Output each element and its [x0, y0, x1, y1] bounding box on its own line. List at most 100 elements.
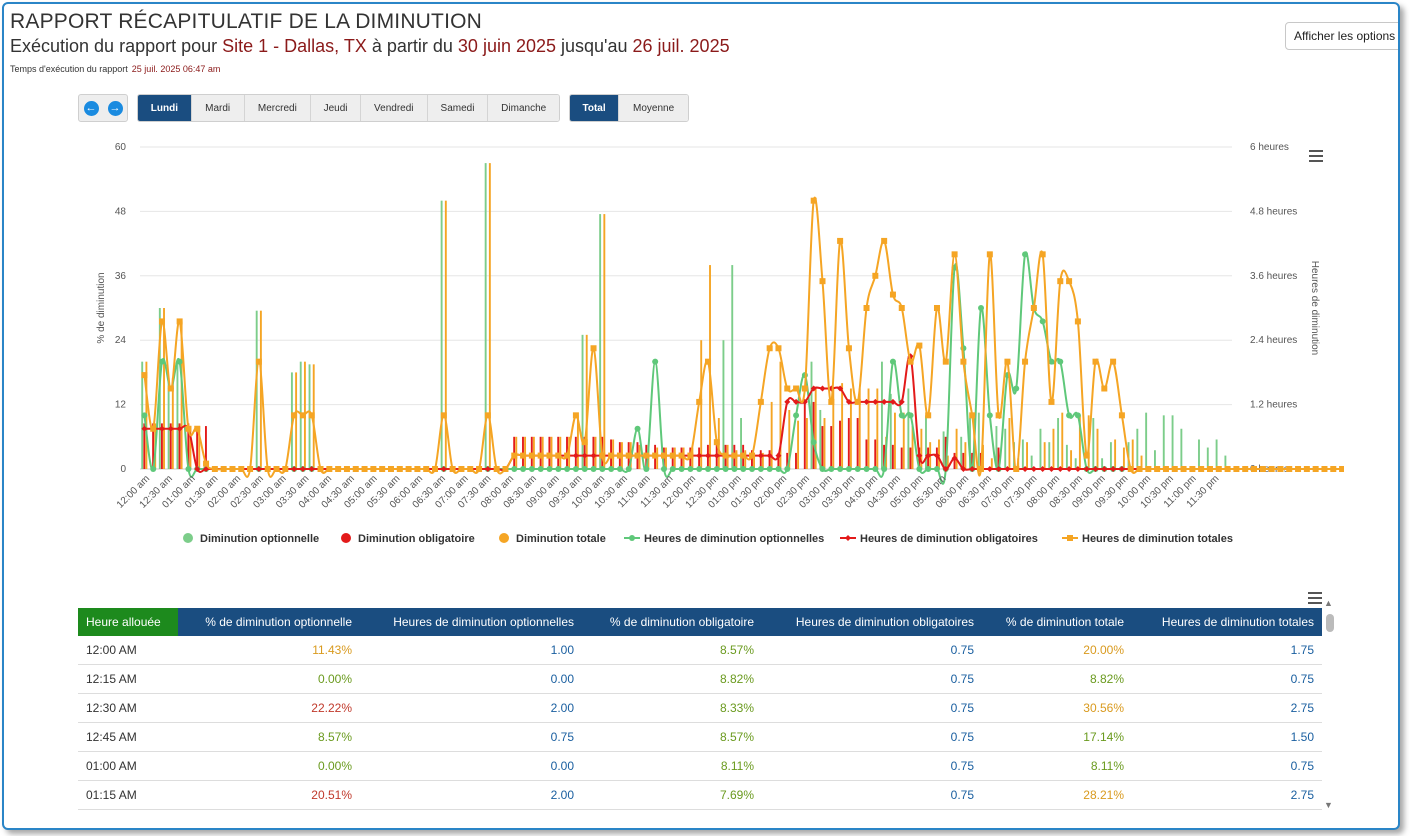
marker-heures-de-diminution-totales	[625, 452, 632, 459]
tab-mode-total[interactable]: Total	[570, 95, 620, 121]
tab-day-dimanche[interactable]: Dimanche	[488, 95, 559, 121]
bar-diminution-obligatoire	[759, 450, 762, 469]
tab-day-lundi[interactable]: Lundi	[138, 95, 192, 121]
bar-diminution-optionnelle	[167, 377, 170, 469]
marker-heures-de-diminution-totales	[555, 452, 562, 459]
bar-diminution-obligatoire	[839, 420, 841, 469]
bar-diminution-obligatoire	[856, 418, 859, 469]
tab-mode-moyenne[interactable]: Moyenne	[619, 95, 688, 121]
bar-diminution-totale	[163, 308, 165, 469]
bar-diminution-optionnelle	[740, 418, 742, 469]
bar-diminution-optionnelle	[1154, 450, 1156, 469]
bar-diminution-totale	[858, 388, 861, 469]
bar-diminution-obligatoire	[821, 426, 824, 469]
bar-diminution-totale	[920, 428, 923, 469]
marker-heures-de-diminution-optionnelles	[986, 412, 993, 419]
bar-diminution-totale	[1114, 439, 1117, 469]
marker-heures-de-diminution-optionnelles	[749, 466, 756, 472]
table-cell: 2.00	[360, 780, 582, 810]
column-header[interactable]: % de diminution totale	[982, 608, 1132, 636]
marker-heures-de-diminution-totales	[1321, 466, 1328, 472]
table-menu-icon[interactable]	[1308, 592, 1322, 604]
scroll-thumb[interactable]	[1326, 614, 1334, 632]
marker-heures-de-diminution-optionnelles	[845, 466, 852, 472]
marker-heures-de-diminution-totales	[581, 439, 588, 446]
marker-heures-de-diminution-totales	[881, 237, 888, 244]
previous-arrow-icon[interactable]: ←	[83, 100, 99, 116]
table-cell: 12:00 AM	[78, 636, 178, 665]
marker-heures-de-diminution-totales	[1066, 278, 1073, 285]
bar-diminution-obligatoire	[944, 436, 947, 469]
bar-diminution-totale	[814, 388, 817, 469]
bar-diminution-obligatoire	[178, 423, 181, 469]
marker-heures-de-diminution-totales	[889, 291, 896, 298]
tab-day-mardi[interactable]: Mardi	[191, 95, 245, 121]
bar-diminution-obligatoire	[205, 426, 207, 469]
column-header[interactable]: Heures de diminution obligatoires	[762, 608, 982, 636]
end-date: 26 juil. 2025	[632, 36, 730, 56]
column-header[interactable]: Heures de diminution totales	[1132, 608, 1322, 636]
marker-heures-de-diminution-optionnelles	[775, 466, 782, 472]
legend-diminution-totale: Diminution totale	[516, 533, 606, 545]
column-header[interactable]: % de diminution obligatoire	[582, 608, 762, 636]
marker-heures-de-diminution-totales	[167, 385, 174, 392]
table-cell: 22.22%	[178, 693, 360, 723]
marker-heures-de-diminution-optionnelles	[616, 466, 623, 472]
bar-diminution-totale	[180, 321, 183, 469]
legend-heures-de-diminution-obligatoires-icon	[845, 535, 851, 541]
scroll-up-icon[interactable]: ▲	[1324, 598, 1333, 608]
bar-diminution-optionnelle	[1198, 439, 1200, 469]
table-cell: 0.75	[1132, 664, 1322, 694]
legend-diminution-optionnelle-icon	[183, 533, 193, 543]
marker-heures-de-diminution-optionnelles	[643, 466, 650, 472]
show-options-button[interactable]: Afficher les options	[1285, 22, 1398, 50]
bar-diminution-totale	[744, 450, 747, 469]
marker-heures-de-diminution-obligatoires	[176, 425, 183, 432]
marker-heures-de-diminution-totales	[819, 278, 826, 285]
marker-heures-de-diminution-optionnelles	[757, 466, 764, 472]
marker-heures-de-diminution-totales	[678, 452, 685, 459]
table-cell: 30.56%	[982, 693, 1132, 723]
legend-heures-de-diminution-totales-icon	[1067, 535, 1073, 541]
tab-day-mercredi[interactable]: Mercredi	[244, 95, 312, 121]
marker-heures-de-diminution-totales	[1277, 466, 1284, 472]
marker-heures-de-diminution-totales	[141, 372, 148, 379]
bar-diminution-obligatoire	[891, 444, 894, 469]
marker-heures-de-diminution-optionnelles	[564, 466, 571, 472]
table-cell: 8.33%	[582, 693, 762, 723]
marker-heures-de-diminution-totales	[476, 466, 483, 472]
bar-diminution-totale	[788, 409, 791, 469]
next-arrow-icon[interactable]: →	[107, 100, 123, 116]
marker-heures-de-diminution-totales	[978, 466, 985, 472]
marker-heures-de-diminution-totales	[1339, 466, 1344, 472]
marker-heures-de-diminution-totales	[1145, 466, 1152, 472]
table-scrollbar[interactable]: ▲ ▼	[1324, 598, 1336, 810]
table-row: 12:00 AM 11.43% 1.00 8.57% 0.75 20.00% 1.75	[78, 636, 1322, 665]
bar-diminution-totale	[259, 310, 262, 469]
chart-menu-icon[interactable]	[1309, 150, 1323, 162]
marker-heures-de-diminution-obligatoires	[1039, 466, 1046, 472]
marker-heures-de-diminution-totales	[1189, 466, 1196, 472]
bar-diminution-totale	[735, 450, 738, 469]
legend-heures-de-diminution-optionnelles-icon	[629, 535, 635, 541]
marker-heures-de-diminution-optionnelles	[854, 466, 861, 472]
marker-heures-de-diminution-obligatoires	[1066, 466, 1073, 472]
tab-day-samedi[interactable]: Samedi	[427, 95, 489, 121]
marker-heures-de-diminution-totales	[203, 460, 210, 467]
marker-heures-de-diminution-totales	[502, 466, 509, 472]
bar-diminution-optionnelle	[1057, 418, 1060, 469]
column-header[interactable]: % de diminution optionnelle	[178, 608, 360, 636]
tab-day-jeudi[interactable]: Jeudi	[311, 95, 361, 121]
marker-heures-de-diminution-optionnelles	[590, 466, 597, 472]
bar-diminution-optionnelle	[484, 163, 487, 469]
marker-heures-de-diminution-optionnelles	[933, 466, 940, 472]
marker-heures-de-diminution-totales	[652, 452, 659, 459]
tab-day-vendredi[interactable]: Vendredi	[360, 95, 428, 121]
legend-diminution-totale-icon	[499, 533, 509, 543]
column-header[interactable]: Heure allouée	[78, 608, 178, 636]
marker-heures-de-diminution-totales	[590, 345, 597, 352]
bar-diminution-totale	[1052, 428, 1055, 469]
report-subtitle: Exécution du rapport pour Site 1 - Dalla…	[10, 36, 730, 57]
scroll-down-icon[interactable]: ▼	[1324, 800, 1333, 810]
column-header[interactable]: Heures de diminution optionnelles	[360, 608, 582, 636]
